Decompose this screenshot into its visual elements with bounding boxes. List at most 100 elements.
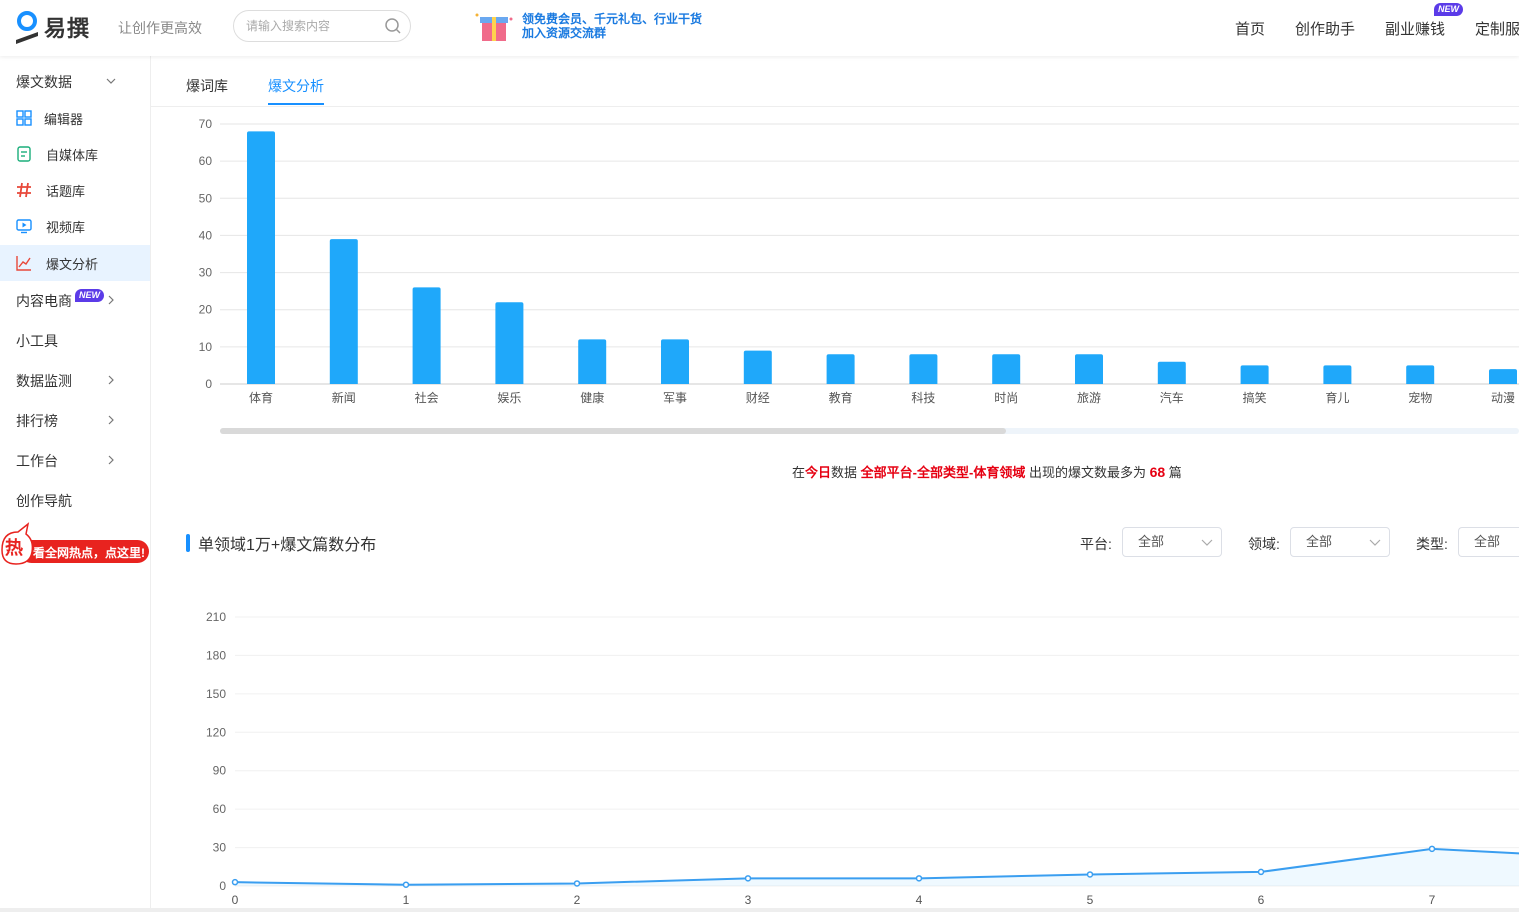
bar	[1240, 365, 1269, 384]
x-tick-label: 娱乐	[497, 391, 521, 405]
sidebar-item-label: 工作台	[16, 453, 58, 469]
bar	[1157, 361, 1186, 384]
sidebar-item-viral-analysis[interactable]: 爆文分析	[0, 245, 150, 281]
logo-icon	[16, 11, 38, 44]
chevron-right-icon	[108, 295, 114, 305]
sidebar-item-label: 话题库	[46, 183, 86, 199]
bar	[247, 131, 275, 384]
bar	[578, 339, 607, 384]
nav-new-badge: NEW	[1434, 3, 1463, 16]
data-point	[573, 880, 581, 887]
data-point	[402, 881, 410, 888]
tab-bar	[151, 56, 1519, 107]
summary-middle: 出现的爆文数最多为	[1025, 465, 1150, 480]
top-bar: 易撰 让创作更高效 领免费会员、千元礼包、行业干货 加入资源交流群 首页 创作助…	[0, 0, 1519, 56]
sidebar: 爆文数据 编辑器 自媒体库 话题库 视频库	[0, 56, 151, 912]
x-tick-label: 科技	[911, 391, 935, 405]
sidebar-item-topic-library[interactable]: 话题库	[0, 172, 150, 208]
chevron-right-icon	[108, 455, 114, 465]
x-tick-label: 军事	[663, 391, 687, 405]
chart-scrollbar[interactable]	[220, 428, 1519, 434]
slogan: 让创作更高效	[118, 20, 202, 36]
line-chart: 0 30 60 90 120 150 180 210 0 1 2 3 4 5 6 7	[206, 610, 1519, 907]
chevron-right-icon	[108, 375, 114, 385]
sidebar-group-viral-data[interactable]: 爆文数据	[0, 64, 150, 100]
y-tick-label: 120	[206, 725, 226, 739]
data-point	[1257, 868, 1265, 876]
data-point	[915, 875, 923, 882]
hot-topics-banner[interactable]: 热 看全网热点，点这里!	[0, 522, 150, 566]
bar-chart: 0 10 20 30 40 50 60 70 体育 新闻 社会 娱乐 健康 军事 财经 教育 科技 时尚 旅游 汽车 搞…	[199, 117, 1519, 405]
chevron-down-icon	[1369, 539, 1381, 546]
bar	[909, 354, 938, 384]
summary-suffix: 篇	[1165, 465, 1182, 480]
x-tick-label: 育儿	[1325, 390, 1349, 405]
y-tick-label: 20	[199, 303, 213, 317]
sidebar-item-label: 视频库	[46, 219, 86, 235]
x-tick-label: 新闻	[332, 390, 356, 405]
new-badge: NEW	[75, 289, 104, 302]
y-tick-label: 60	[213, 802, 227, 816]
search-icon[interactable]	[384, 17, 402, 35]
type-select[interactable]: 全部	[1458, 527, 1519, 557]
sidebar-item-workbench[interactable]: 工作台	[0, 443, 150, 479]
sidebar-item-ranking[interactable]: 排行榜	[0, 403, 150, 439]
x-tick-label: 6	[1258, 893, 1265, 907]
bar	[661, 339, 689, 384]
data-point	[231, 878, 239, 886]
sidebar-item-label: 自媒体库	[46, 147, 99, 163]
nav-assistant[interactable]: 创作助手	[1295, 21, 1356, 38]
summary-count: 68	[1149, 464, 1166, 480]
logo-text: 易撰	[44, 16, 91, 41]
sidebar-item-video-library[interactable]: 视频库	[0, 208, 150, 244]
logo[interactable]: 易撰	[12, 10, 90, 44]
bar	[412, 287, 441, 384]
nav-side-income[interactable]: 副业赚钱	[1385, 21, 1446, 38]
domain-select-value: 全部	[1306, 534, 1333, 549]
x-tick-label: 体育	[249, 390, 273, 405]
tab-keyword-library[interactable]: 爆词库	[186, 78, 228, 94]
document-icon	[17, 146, 31, 162]
platform-select[interactable]: 全部	[1122, 527, 1222, 557]
search-input[interactable]	[246, 19, 376, 33]
x-tick-label: 搞笑	[1243, 390, 1267, 405]
search-box[interactable]	[233, 10, 411, 42]
promo-line1: 领免费会员、千元礼包、行业干货	[522, 12, 703, 26]
nav-home[interactable]: 首页	[1235, 21, 1266, 38]
sidebar-group-label: 爆文数据	[16, 74, 72, 90]
domain-select[interactable]: 全部	[1290, 527, 1390, 557]
sidebar-item-content-ecommerce[interactable]: 内容电商 NEW	[0, 283, 150, 319]
x-tick-label: 1	[403, 893, 410, 907]
sidebar-item-editor[interactable]: 编辑器	[0, 100, 150, 136]
x-tick-label: 时尚	[994, 391, 1018, 405]
promo-banner[interactable]: 领免费会员、千元礼包、行业干货 加入资源交流群	[474, 9, 702, 43]
data-point	[1086, 871, 1094, 878]
platform-select-value: 全部	[1138, 534, 1165, 549]
bar	[1406, 365, 1435, 384]
sidebar-item-media-library[interactable]: 自媒体库	[0, 136, 150, 172]
tab-viral-analysis[interactable]: 爆文分析	[268, 78, 324, 94]
line-chart-icon	[16, 256, 31, 271]
x-tick-label: 健康	[580, 390, 604, 405]
chevron-down-icon	[106, 78, 116, 84]
y-tick-label: 30	[213, 841, 227, 855]
x-tick-label: 汽车	[1160, 390, 1184, 405]
sidebar-item-creation-nav[interactable]: 创作导航	[0, 483, 150, 519]
bar	[495, 302, 524, 384]
nav-custom[interactable]: 定制服	[1475, 21, 1519, 38]
x-tick-label: 旅游	[1077, 391, 1101, 405]
gift-icon	[475, 13, 513, 41]
chart-scrollbar-thumb[interactable]	[220, 428, 1006, 434]
x-tick-label: 动漫	[1491, 391, 1515, 405]
sidebar-item-label: 内容电商	[16, 293, 72, 309]
sidebar-item-tools[interactable]: 小工具	[0, 323, 150, 359]
x-tick-label: 财经	[746, 391, 770, 405]
sidebar-item-label: 数据监测	[16, 373, 72, 389]
x-tick-label: 0	[232, 893, 239, 907]
y-tick-label: 60	[199, 154, 213, 168]
sidebar-item-monitoring[interactable]: 数据监测	[0, 363, 150, 399]
y-tick-label: 210	[206, 610, 226, 624]
bar	[1489, 369, 1517, 384]
y-tick-label: 50	[199, 191, 213, 205]
y-tick-label: 30	[199, 266, 213, 280]
